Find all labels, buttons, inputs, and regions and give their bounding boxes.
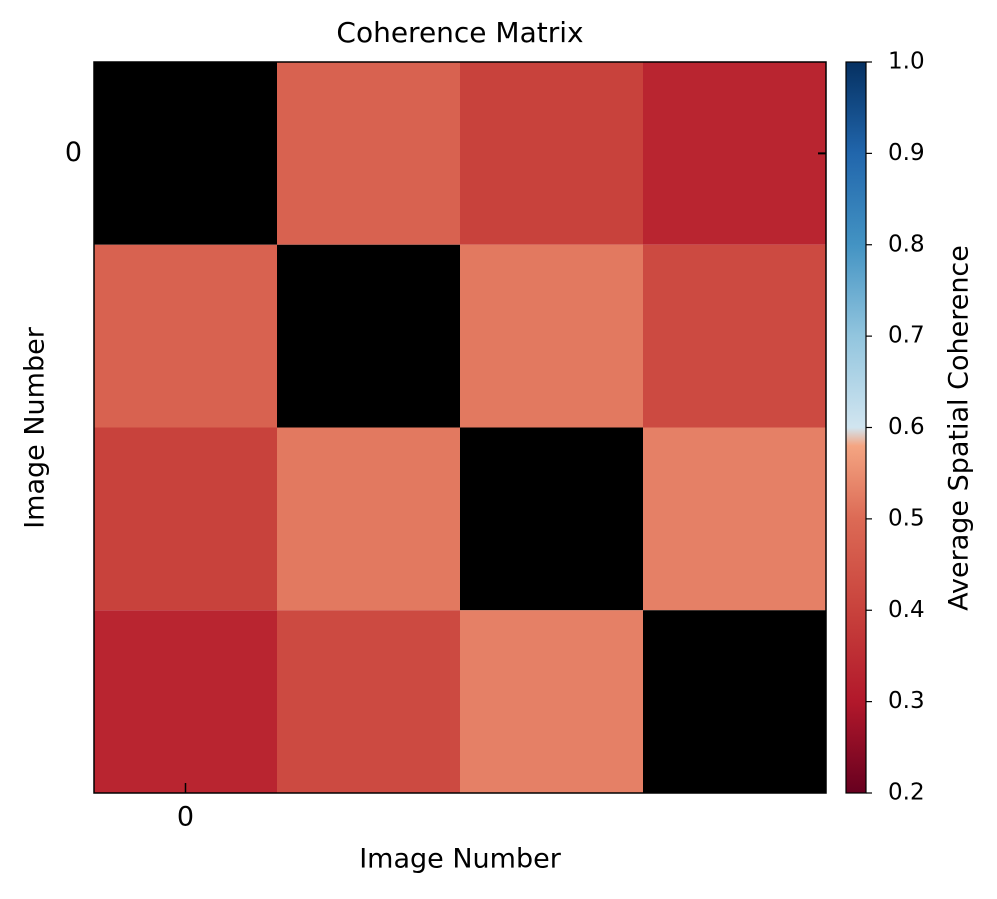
plot-frame (93, 61, 827, 794)
heatmap-cell (643, 427, 826, 611)
colorbar-tick-label: 0.6 (888, 414, 925, 440)
colorbar-label: Average Spatial Coherence (944, 245, 975, 611)
heatmap-cell (460, 62, 643, 245)
missing-cell (460, 427, 643, 611)
y-tick-label: 0 (65, 137, 82, 168)
heatmap-cell (643, 62, 826, 245)
missing-cell (277, 244, 460, 428)
x-tick-label: 0 (177, 802, 194, 833)
colorbar (845, 61, 867, 794)
colorbar-tick-label: 0.9 (888, 140, 925, 166)
heatmap-cell (460, 244, 643, 428)
x-axis-label: Image Number (359, 844, 562, 875)
colorbar-tick-label: 0.7 (888, 323, 925, 349)
heatmap-cell (277, 427, 460, 611)
missing-cell (643, 610, 826, 793)
chart-title: Coherence Matrix (336, 16, 583, 49)
heatmap-cell (94, 610, 277, 793)
missing-cell (94, 62, 277, 245)
y-axis-label: Image Number (20, 326, 51, 529)
heatmap-cell (94, 427, 277, 611)
heatmap-cell (94, 244, 277, 428)
heatmap-cell (277, 610, 460, 793)
colorbar-tick-label: 0.3 (888, 688, 925, 714)
heatmap-cell (460, 610, 643, 793)
colorbar-tick-label: 0.5 (888, 505, 925, 531)
colorbar-tick-label: 0.8 (888, 231, 925, 257)
colorbar-tick-label: 0.4 (888, 597, 925, 623)
heatmap-cell (277, 62, 460, 245)
heatmap-cell (643, 244, 826, 428)
colorbar-tick-label: 1.0 (888, 49, 925, 75)
colorbar-tick-label: 0.2 (888, 780, 925, 806)
